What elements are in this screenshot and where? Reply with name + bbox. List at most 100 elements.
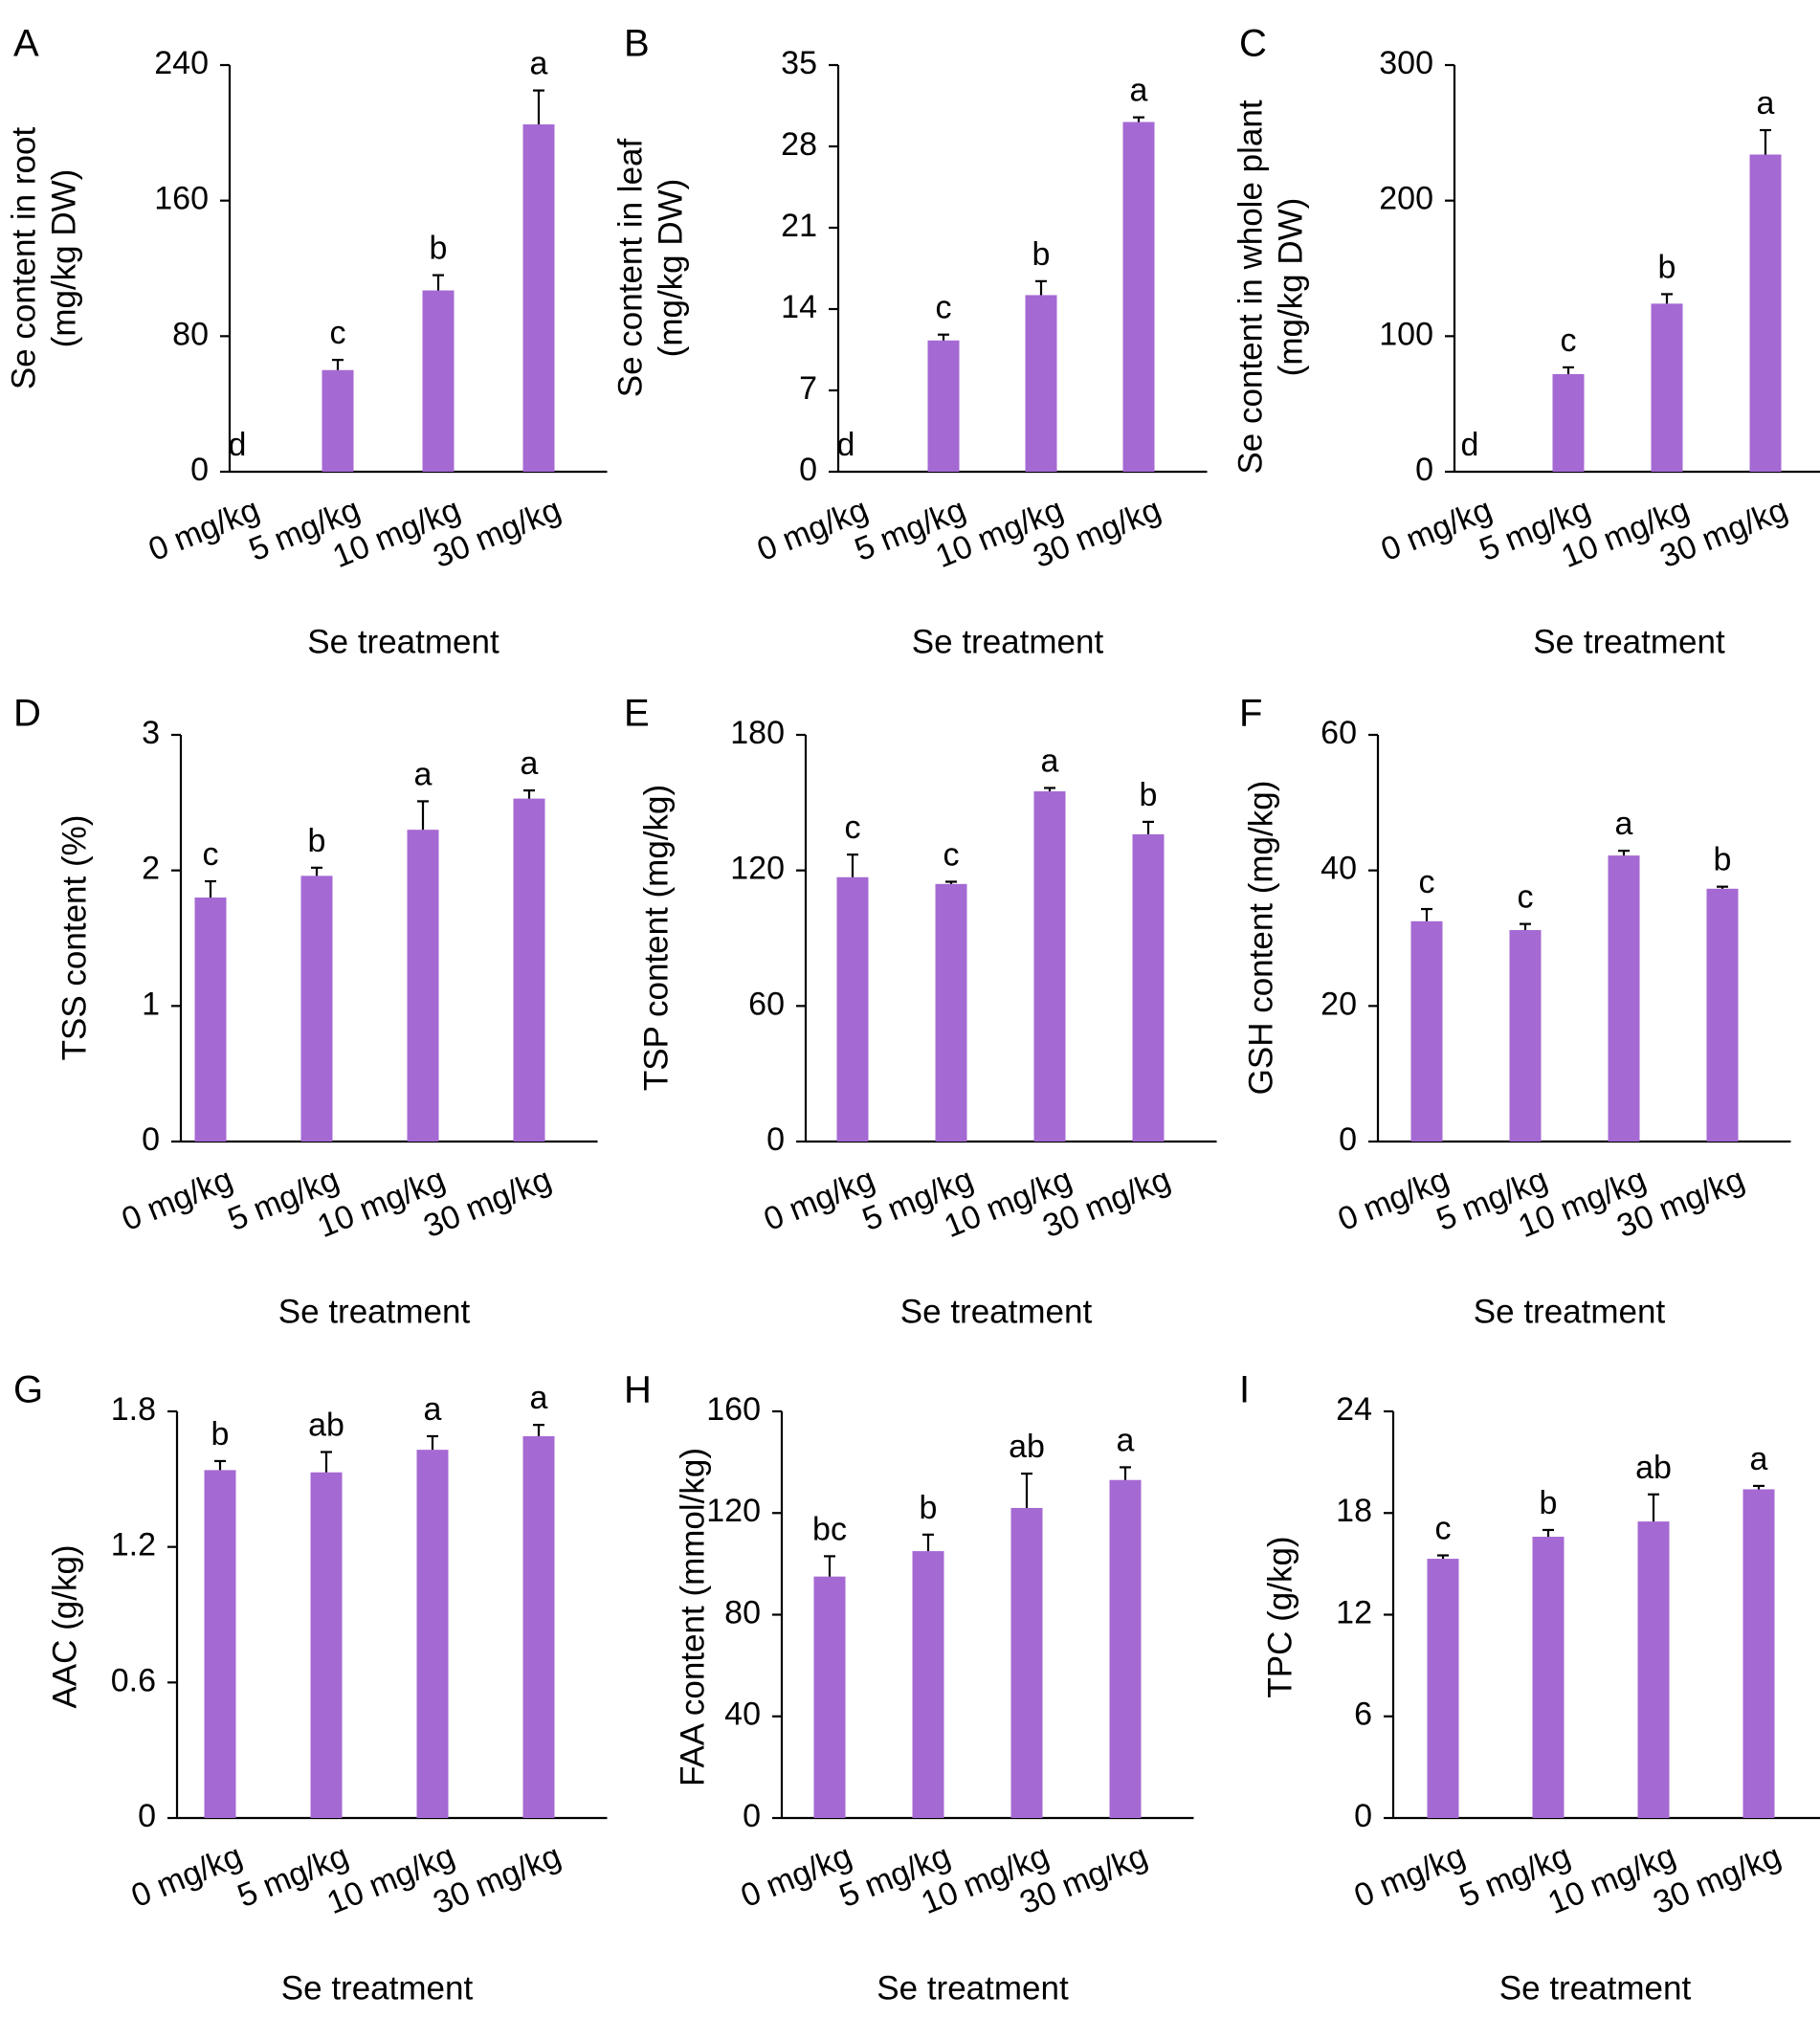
bar-d-2 <box>407 830 439 1142</box>
bar-i-1 <box>1532 1537 1565 1818</box>
significance-letter-g-3: a <box>530 1380 548 1416</box>
bar-a-1 <box>322 369 354 472</box>
significance-letter-h-1: b <box>920 1490 938 1526</box>
y-axis-title: AAC (g/kg) <box>46 1544 83 1708</box>
significance-letter-e-0: c <box>845 809 861 846</box>
bar-h-3 <box>1109 1479 1142 1818</box>
x-axis-title: Se treatment <box>877 1969 1069 2007</box>
bar-d-1 <box>300 876 333 1142</box>
x-category-label: 0 mg/kg <box>752 492 873 569</box>
y-axis-title: Se content in whole plant <box>1232 100 1269 474</box>
y-axis-title: (mg/kg DW) <box>1272 198 1309 377</box>
bar-i-0 <box>1427 1559 1459 1818</box>
bar-h-2 <box>1010 1507 1043 1818</box>
x-axis-title: Se treatment <box>900 1293 1093 1330</box>
y-tick-label: 1.2 <box>111 1527 156 1563</box>
y-tick-label: 80 <box>172 316 209 352</box>
y-tick-label: 40 <box>724 1696 761 1733</box>
y-tick-label: 0 <box>799 452 817 488</box>
chart-panel-c: C 0 100 200 300 Se content in whole plant (mg/… <box>1232 23 1820 660</box>
bar-e-1 <box>935 883 967 1142</box>
y-tick-label: 120 <box>730 851 785 887</box>
significance-letter-h-2: ab <box>1009 1429 1045 1465</box>
x-axis-title: Se treatment <box>912 623 1104 660</box>
y-axis-title: TPC (g/kg) <box>1261 1536 1298 1697</box>
y-tick-label: 3 <box>142 715 160 751</box>
chart-panel-h: H 0 40 80 120 160 FAA content (mmol/kg) bc 0 mg/… <box>624 1369 1194 2007</box>
y-axis-title: TSP content (mg/kg) <box>637 785 675 1091</box>
significance-letter-c-3: a <box>1757 85 1775 122</box>
significance-letter-g-1: ab <box>308 1407 344 1443</box>
significance-letter-f-3: b <box>1714 842 1732 878</box>
y-axis-title: (mg/kg DW) <box>45 169 82 348</box>
y-tick-label: 120 <box>706 1493 761 1529</box>
bar-i-2 <box>1637 1521 1670 1818</box>
panel-letter-e: E <box>624 693 650 735</box>
x-axis-title: Se treatment <box>1499 1969 1692 2007</box>
x-axis-title: Se treatment <box>1533 623 1725 660</box>
x-category-label: 0 mg/kg <box>736 1838 856 1916</box>
significance-letter-b-2: b <box>1032 236 1051 273</box>
significance-letter-d-3: a <box>521 745 539 782</box>
bar-h-1 <box>912 1551 944 1818</box>
significance-letter-a-2: b <box>430 231 448 267</box>
bar-f-3 <box>1706 888 1739 1142</box>
panel-letter-b: B <box>624 23 650 65</box>
y-tick-label: 14 <box>781 289 817 325</box>
y-tick-label: 60 <box>748 986 785 1022</box>
significance-letter-e-2: a <box>1041 743 1059 779</box>
y-tick-label: 0 <box>766 1121 785 1158</box>
bar-b-3 <box>1122 122 1155 472</box>
x-axis-title: Se treatment <box>307 623 499 660</box>
significance-letter-i-0: c <box>1435 1511 1452 1547</box>
y-axis-title: GSH content (mg/kg) <box>1242 781 1279 1096</box>
y-tick-label: 18 <box>1336 1493 1372 1529</box>
significance-letter-h-0: bc <box>812 1511 847 1547</box>
bar-f-0 <box>1410 920 1443 1142</box>
y-tick-label: 180 <box>730 715 785 751</box>
panel-letter-d: D <box>13 693 41 735</box>
y-tick-label: 100 <box>1379 316 1433 352</box>
significance-letter-i-2: ab <box>1635 1450 1672 1486</box>
significance-letter-f-1: c <box>1518 879 1534 916</box>
y-tick-label: 0 <box>138 1798 156 1834</box>
y-tick-label: 300 <box>1379 45 1433 81</box>
y-tick-label: 0 <box>743 1798 761 1834</box>
chart-panel-a: A 0 80 160 240 Se content in root (mg/kg DW) d 0… <box>5 23 608 660</box>
bar-c-1 <box>1552 374 1585 472</box>
significance-letter-a-1: c <box>330 315 346 351</box>
chart-panel-b: B 0 7 14 21 28 35 Se content in leaf (mg/kg DW) d… <box>611 23 1208 660</box>
bar-d-3 <box>513 798 545 1142</box>
panel-letter-c: C <box>1239 23 1267 65</box>
y-tick-label: 28 <box>781 126 817 163</box>
bar-e-3 <box>1132 833 1165 1142</box>
x-category-label: 0 mg/kg <box>1333 1162 1454 1239</box>
significance-letter-e-1: c <box>943 836 960 873</box>
y-tick-label: 0 <box>1354 1798 1372 1834</box>
panel-letter-i: I <box>1239 1369 1250 1411</box>
x-category-label: 0 mg/kg <box>1376 492 1497 569</box>
bar-a-2 <box>422 290 455 472</box>
significance-letter-d-1: b <box>308 823 326 859</box>
y-tick-label: 0 <box>190 452 209 488</box>
y-tick-label: 24 <box>1336 1391 1372 1428</box>
y-tick-label: 200 <box>1379 181 1433 217</box>
y-tick-label: 12 <box>1336 1594 1372 1630</box>
significance-letter-c-1: c <box>1561 322 1577 359</box>
y-tick-label: 0 <box>1415 452 1433 488</box>
significance-letter-b-1: c <box>936 290 952 326</box>
significance-letter-c-0: d <box>1461 427 1479 463</box>
y-tick-label: 2 <box>142 851 160 887</box>
bar-e-2 <box>1033 791 1066 1142</box>
significance-letter-d-2: a <box>414 756 433 792</box>
y-tick-label: 160 <box>154 181 209 217</box>
bar-d-0 <box>194 898 227 1142</box>
bar-c-2 <box>1651 303 1683 472</box>
bar-e-0 <box>836 876 869 1142</box>
significance-letter-i-3: a <box>1750 1441 1768 1477</box>
significance-letter-g-2: a <box>424 1391 442 1428</box>
